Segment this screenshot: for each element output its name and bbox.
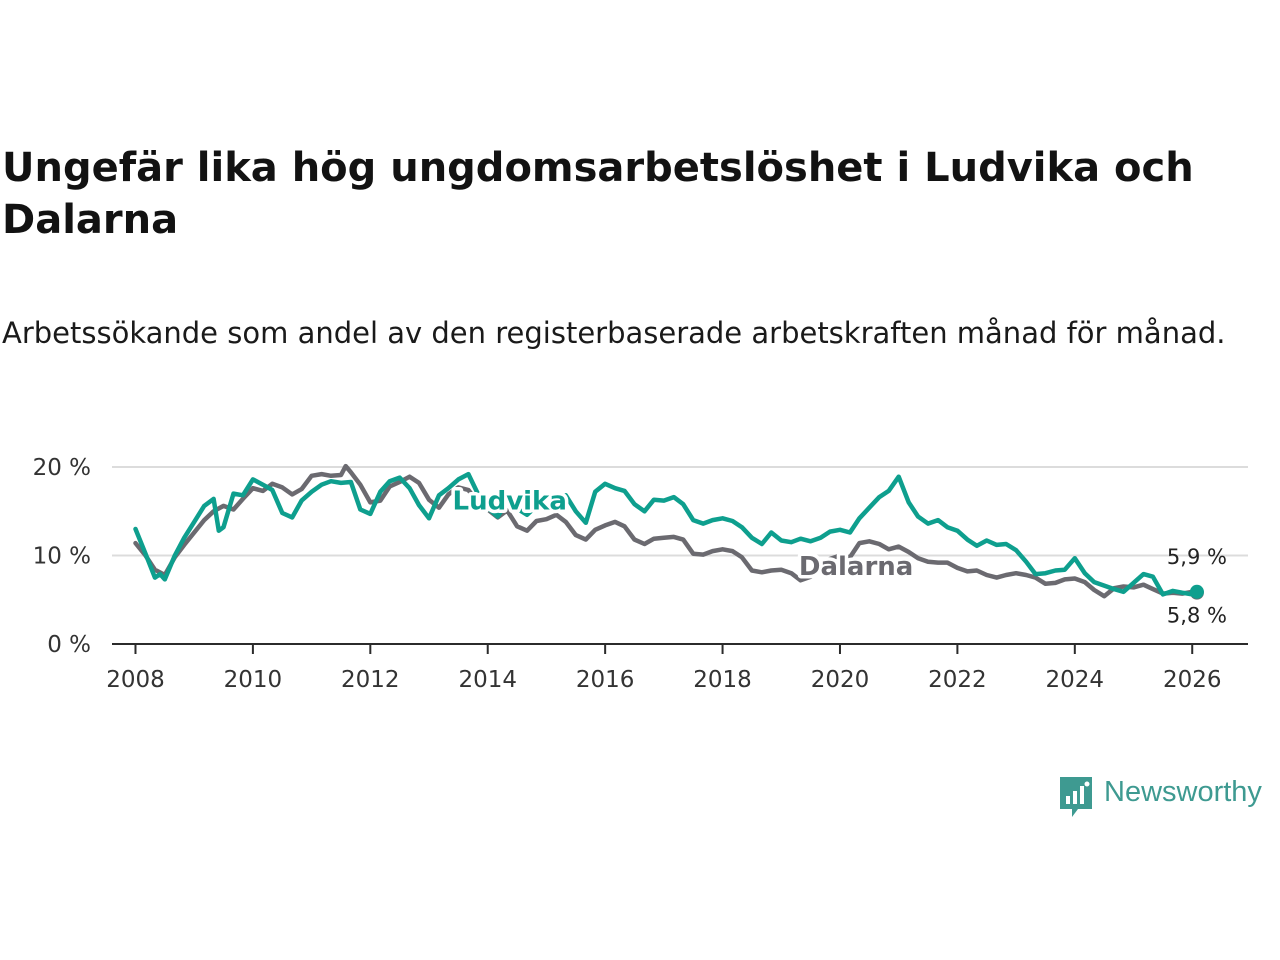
axes: 0 % 10 % 20 % 2008 2010 2012 2014 2016 2018 2020 2…: [33, 455, 1248, 693]
x-tick-label: 2020: [811, 667, 870, 693]
end-label-dalarna: 5,8 %: [1167, 604, 1227, 628]
series-line-dalarna: [133, 463, 1200, 599]
x-tick-label: 2014: [458, 667, 517, 693]
x-tick-label: 2012: [341, 667, 400, 693]
x-tick-label: 2010: [224, 667, 283, 693]
x-tick-label: 2008: [106, 667, 165, 693]
x-tick-label: 2018: [693, 667, 752, 693]
series-end-dot-ludvika: [1189, 584, 1204, 599]
gridlines: [112, 466, 1248, 557]
line-chart: Dalarna Ludvika 5,9 % 5,8 % 0 % 10 % 20 % 2008…: [33, 455, 1248, 693]
chart-title: Ungefär lika hög ungdomsarbetslöshet i L…: [2, 145, 1194, 243]
x-tick-label: 2024: [1046, 667, 1105, 693]
y-tick-label: 0 %: [47, 632, 91, 658]
newsworthy-logo-icon: [1060, 777, 1092, 817]
series-lines: [133, 463, 1204, 600]
series-labels: Dalarna Ludvika 5,9 % 5,8 %: [449, 483, 1227, 628]
newsworthy-brand[interactable]: Newsworthy: [1058, 773, 1280, 819]
series-label-ludvika: Ludvika: [453, 486, 567, 516]
series-line-ludvika: [133, 471, 1200, 597]
chart-subtitle: Arbetssökande som andel av den registerb…: [2, 316, 1226, 350]
y-tick-label: 10 %: [33, 544, 91, 570]
x-tick-label: 2016: [576, 667, 635, 693]
y-tick-label: 20 %: [33, 455, 91, 481]
series-label-dalarna: Dalarna: [799, 552, 913, 582]
x-tick-label: 2022: [928, 667, 987, 693]
x-tick-label: 2026: [1163, 667, 1222, 693]
brand-name: Newsworthy: [1104, 776, 1262, 808]
end-label-ludvika: 5,9 %: [1167, 545, 1227, 569]
